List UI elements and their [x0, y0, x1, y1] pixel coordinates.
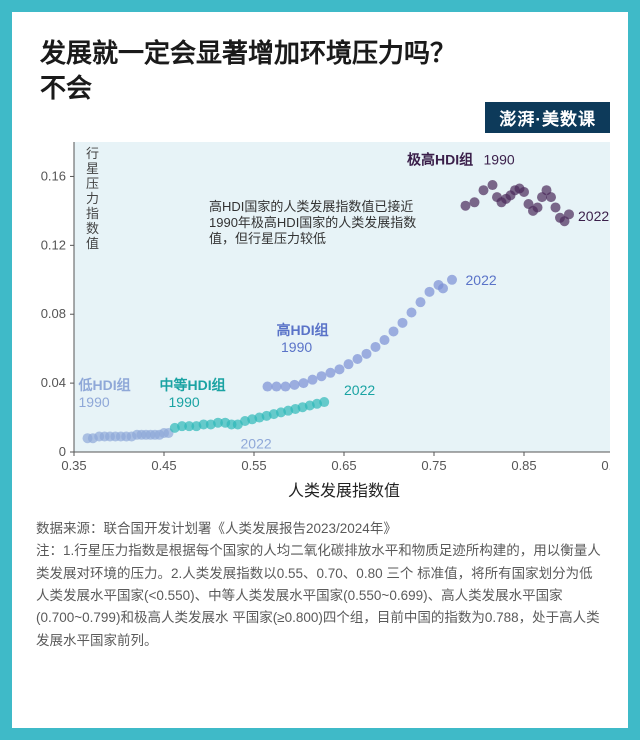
x-tick-label: 0.55 [241, 458, 266, 473]
data-point [416, 297, 426, 307]
group-label: 极高HDI组 [407, 152, 473, 168]
group-label: 高HDI组 [277, 322, 329, 338]
data-point [488, 180, 498, 190]
chart-annotation: 高HDI国家的人类发展指数值已接近 [209, 199, 413, 214]
x-tick-label: 0.45 [151, 458, 176, 473]
y-tick-label: 0.12 [41, 238, 66, 253]
year-label: 2022 [466, 272, 497, 288]
chart-container: 0 0.04 0.08 0.12 0.16 0.35 0.45 0.55 0.65 0.75 0.8… [24, 142, 610, 502]
group-label: 低HDI组 [78, 377, 131, 393]
data-note: 注：1.行星压力指数是根据每个国家的人均二氧化碳排放水平和物质足迹所构建的，用以… [36, 540, 604, 651]
scatter-chart: 0 0.04 0.08 0.12 0.16 0.35 0.45 0.55 0.65 0.75 0.8… [24, 142, 610, 502]
x-tick-label: 0.95 [601, 458, 610, 473]
year-label: 2022 [241, 436, 272, 452]
chart-annotation: 1990年极高HDI国家的人类发展指数 [209, 215, 416, 230]
y-tick-label: 0.16 [41, 169, 66, 184]
data-point [533, 203, 543, 213]
data-point [319, 397, 329, 407]
year-label: 1990 [169, 394, 200, 410]
data-point [380, 335, 390, 345]
year-label: 2022 [578, 208, 609, 224]
data-point [335, 365, 345, 375]
data-point [290, 380, 300, 390]
group-label: 中等HDI组 [160, 377, 226, 393]
data-point [272, 382, 282, 392]
data-point [551, 203, 561, 213]
y-axis-title-char: 指 [86, 206, 99, 221]
data-point [461, 201, 471, 211]
year-label: 1990 [79, 394, 110, 410]
data-point [389, 327, 399, 337]
data-point [438, 284, 448, 294]
y-axis-title-char: 行 [86, 146, 99, 161]
y-axis-title-char: 数 [86, 221, 99, 236]
y-tick-label: 0.08 [41, 306, 66, 321]
x-tick-label: 0.85 [511, 458, 536, 473]
brand-badge: 澎湃·美数课 [485, 102, 610, 133]
data-point [447, 275, 457, 285]
data-point [546, 192, 556, 202]
data-point [344, 359, 354, 369]
year-label: 2022 [344, 382, 375, 398]
data-point [353, 354, 363, 364]
y-axis-title-char: 星 [86, 161, 99, 176]
data-point [299, 378, 309, 388]
x-tick-label: 0.75 [421, 458, 446, 473]
y-tick-label: 0.04 [41, 375, 66, 390]
data-point [407, 308, 417, 318]
chart-annotation: 值，但行星压力较低 [209, 231, 326, 246]
x-tick-label: 0.65 [331, 458, 356, 473]
data-point [470, 197, 480, 207]
data-source: 数据来源：联合国开发计划署《人类发展报告2023/2024年》 [36, 518, 604, 540]
year-label: 1990 [281, 339, 312, 355]
data-point [425, 287, 435, 297]
y-axis-title-char: 压 [86, 176, 99, 191]
data-point [519, 187, 529, 197]
data-point [308, 375, 318, 385]
data-point [263, 382, 273, 392]
data-point [326, 368, 336, 378]
x-axis-label: 人类发展指数值 [288, 482, 400, 500]
year-label: 1990 [484, 152, 515, 168]
data-point [479, 185, 489, 195]
x-tick-label: 0.35 [61, 458, 86, 473]
data-point [362, 349, 372, 359]
data-point [398, 318, 408, 328]
footer-notes: 数据来源：联合国开发计划署《人类发展报告2023/2024年》 注：1.行星压力… [12, 502, 628, 652]
y-tick-label: 0 [59, 444, 66, 459]
data-point [564, 210, 574, 220]
data-point [281, 382, 291, 392]
page-title: 发展就一定会显著增加环境压力吗？不会 [40, 36, 600, 106]
data-point [371, 342, 381, 352]
y-axis-title-char: 值 [86, 236, 99, 251]
y-axis-title-char: 力 [86, 191, 99, 206]
data-point [317, 371, 327, 381]
